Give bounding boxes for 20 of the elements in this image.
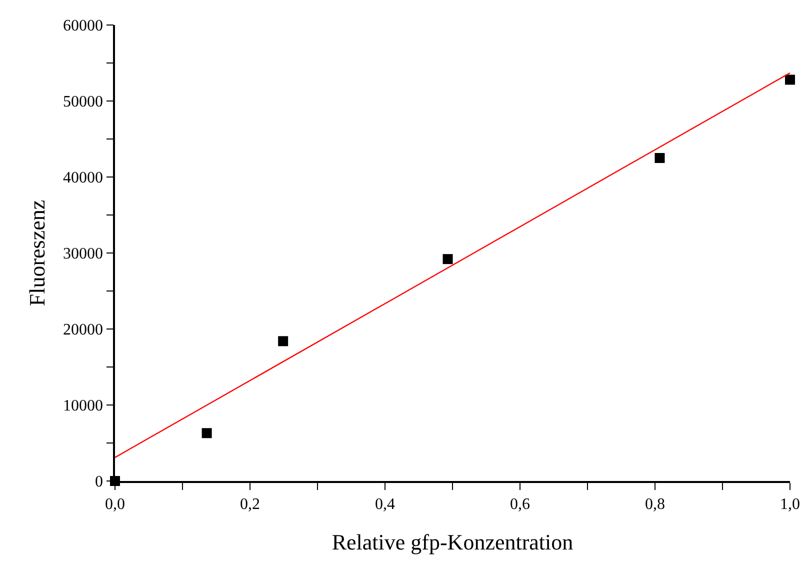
y-tick-label: 10000 xyxy=(63,398,104,415)
x-tick-label: 0,0 xyxy=(105,496,125,513)
point xyxy=(442,254,453,264)
point xyxy=(202,428,212,438)
x-tick-label: 0,8 xyxy=(645,496,665,513)
x-tick-label: 1,0 xyxy=(780,496,800,513)
y-tick-label: 20000 xyxy=(63,322,104,339)
x-tick-label: 0,6 xyxy=(510,496,530,513)
y-tick-label: 40000 xyxy=(63,170,104,187)
y-tick-label: 30000 xyxy=(63,246,104,263)
y-axis-title: Fluoreszenz xyxy=(24,200,50,306)
point xyxy=(785,74,795,85)
x-axis-title: Relative gfp-Konzentration xyxy=(332,529,574,554)
y-tick-label: 60000 xyxy=(63,18,104,35)
point xyxy=(654,153,665,163)
point xyxy=(278,336,288,346)
y-tick-label: 50000 xyxy=(63,94,104,111)
x-tick-label: 0,2 xyxy=(240,496,260,513)
y-tick-label: 0 xyxy=(95,474,104,491)
x-tick-label: 0,4 xyxy=(375,496,395,513)
